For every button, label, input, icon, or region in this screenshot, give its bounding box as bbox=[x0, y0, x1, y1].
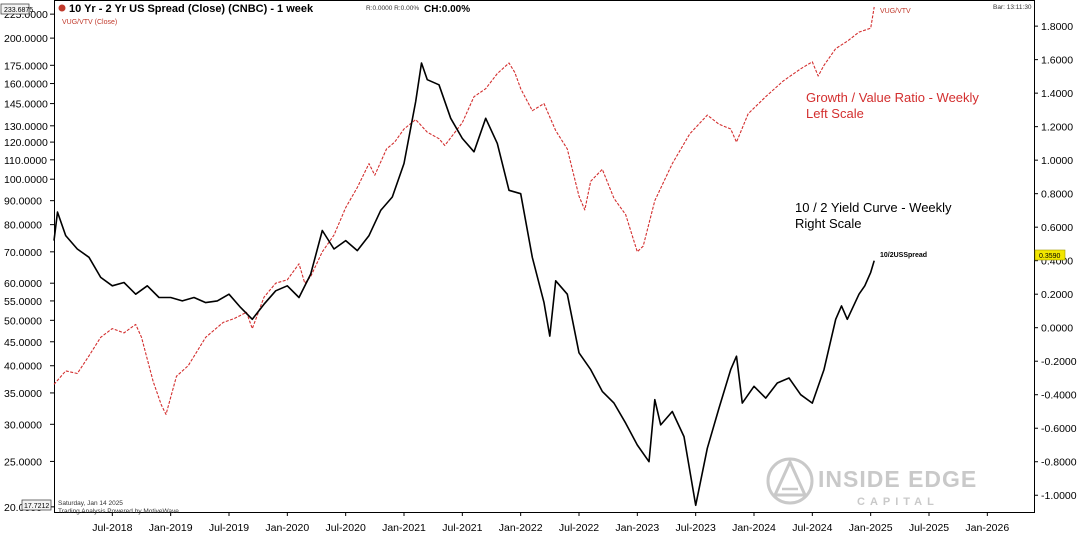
x-tick-label: Jan-2021 bbox=[382, 522, 426, 533]
x-tick-label: Jul-2024 bbox=[792, 522, 832, 533]
annotation-spread-title: 10 / 2 Yield Curve - Weekly bbox=[795, 200, 952, 215]
left-tick-label: 40.0000 bbox=[4, 361, 42, 373]
left-tick-label: 45.0000 bbox=[4, 337, 42, 349]
logo-sub-text: CAPITAL bbox=[857, 496, 939, 508]
bar-info: Bar: 13:11:30 bbox=[993, 4, 1032, 11]
right-tick-label: -0.6000 bbox=[1041, 423, 1077, 435]
vug-series-label: VUG/VTV bbox=[880, 8, 911, 15]
left-tick-label: 60.0000 bbox=[4, 278, 42, 290]
right-axis: 1.8000 1.6000 1.4000 1.2000 1.0000 0.8000 0.60… bbox=[1034, 21, 1077, 502]
left-tick-label: 110.0000 bbox=[4, 155, 47, 167]
x-tick-label: Jul-2021 bbox=[442, 522, 482, 533]
footer-powered: Trading Analysis Powered by MotiveWave bbox=[58, 508, 179, 515]
chart-title: 10 Yr - 2 Yr US Spread (Close) (CNBC) - … bbox=[69, 3, 314, 15]
logo-main-text: INSIDE EDGE bbox=[818, 466, 977, 492]
x-tick-label: Jul-2018 bbox=[92, 522, 132, 533]
x-tick-label: Jan-2026 bbox=[965, 522, 1009, 533]
series-layer bbox=[53, 6, 875, 507]
left-bottom-box-text: 17.7212 bbox=[24, 503, 49, 510]
x-axis: Jul-2018 Jan-2019 Jul-2019 Jan-2020 Jul-2020… bbox=[92, 512, 1009, 533]
spread-series-label: 10/2USSpread bbox=[880, 252, 927, 259]
left-tick-label: 55.0000 bbox=[4, 296, 42, 308]
right-tick-label: -0.8000 bbox=[1041, 457, 1077, 469]
left-tick-label: 100.0000 bbox=[4, 174, 48, 186]
logo: INSIDE EDGE CAPITAL bbox=[766, 457, 977, 508]
x-tick-label: Jul-2020 bbox=[326, 522, 366, 533]
plot-frame bbox=[54, 0, 1035, 513]
footer-date: Saturday, Jan 14 2025 bbox=[58, 500, 123, 507]
x-tick-label: Jan-2025 bbox=[849, 522, 893, 533]
x-tick-label: Jul-2019 bbox=[209, 522, 249, 533]
right-tick-label: 1.4000 bbox=[1041, 88, 1073, 100]
yield-spread-line bbox=[53, 62, 875, 507]
annotation-spread-scale: Right Scale bbox=[795, 216, 861, 231]
vug-vtv-ratio-line bbox=[53, 6, 875, 415]
left-tick-label: 35.0000 bbox=[4, 388, 42, 400]
left-tick-label: 120.0000 bbox=[4, 137, 48, 149]
right-tick-label: 1.6000 bbox=[1041, 55, 1073, 67]
logo-icon bbox=[766, 457, 814, 505]
left-tick-label: 30.0000 bbox=[4, 419, 42, 431]
left-bottom-box bbox=[21, 499, 52, 511]
right-tick-label: -0.2000 bbox=[1041, 356, 1077, 368]
left-value-box bbox=[0, 3, 30, 15]
x-tick-label: Jan-2020 bbox=[265, 522, 309, 533]
right-tick-label: -1.0000 bbox=[1041, 490, 1077, 502]
left-tick-label: 80.0000 bbox=[4, 220, 42, 232]
left-tick-label: 130.0000 bbox=[4, 121, 48, 133]
left-tick-label: 200.0000 bbox=[4, 33, 48, 45]
x-tick-label: Jan-2023 bbox=[615, 522, 659, 533]
x-tick-label: Jul-2023 bbox=[676, 522, 716, 533]
left-tick-label: 175.0000 bbox=[4, 60, 48, 72]
right-tick-label: 1.2000 bbox=[1041, 122, 1073, 134]
header-stats: R:0.0000 R:0.00% bbox=[366, 5, 419, 12]
left-tick-label: 25.0000 bbox=[4, 456, 42, 468]
left-tick-label: 160.0000 bbox=[4, 79, 48, 91]
right-tick-label: 1.0000 bbox=[1041, 155, 1073, 167]
spread-value-box-text: 0.3590 bbox=[1039, 253, 1061, 260]
x-tick-label: Jan-2024 bbox=[732, 522, 776, 533]
left-tick-label: 145.0000 bbox=[4, 99, 48, 111]
header-change: CH:0.00% bbox=[424, 4, 470, 15]
left-axis: 225.0000200.0000175.0000160.0000145.0000… bbox=[4, 9, 54, 514]
x-tick-label: Jul-2022 bbox=[559, 522, 599, 533]
right-tick-label: 1.8000 bbox=[1041, 21, 1073, 33]
series-dot-icon bbox=[58, 4, 66, 12]
left-tick-label: 70.0000 bbox=[4, 247, 42, 259]
right-tick-label: 0.8000 bbox=[1041, 189, 1073, 201]
right-tick-label: 0.0000 bbox=[1041, 323, 1073, 335]
right-tick-label: 0.6000 bbox=[1041, 222, 1073, 234]
x-tick-label: Jul-2025 bbox=[909, 522, 949, 533]
annotation-ratio-scale: Left Scale bbox=[806, 106, 864, 121]
left-value-box-text: 233.6875 bbox=[4, 7, 33, 14]
legend-series: VUG/VTV (Close) bbox=[62, 19, 117, 26]
left-tick-label: 90.0000 bbox=[4, 196, 42, 208]
spread-value-box bbox=[1034, 249, 1066, 261]
x-tick-label: Jan-2019 bbox=[149, 522, 193, 533]
right-tick-label: 0.2000 bbox=[1041, 289, 1073, 301]
right-tick-label: -0.4000 bbox=[1041, 390, 1077, 402]
x-tick-label: Jan-2022 bbox=[499, 522, 543, 533]
annotation-ratio-title: Growth / Value Ratio - Weekly bbox=[806, 90, 979, 105]
left-tick-label: 50.0000 bbox=[4, 315, 42, 327]
